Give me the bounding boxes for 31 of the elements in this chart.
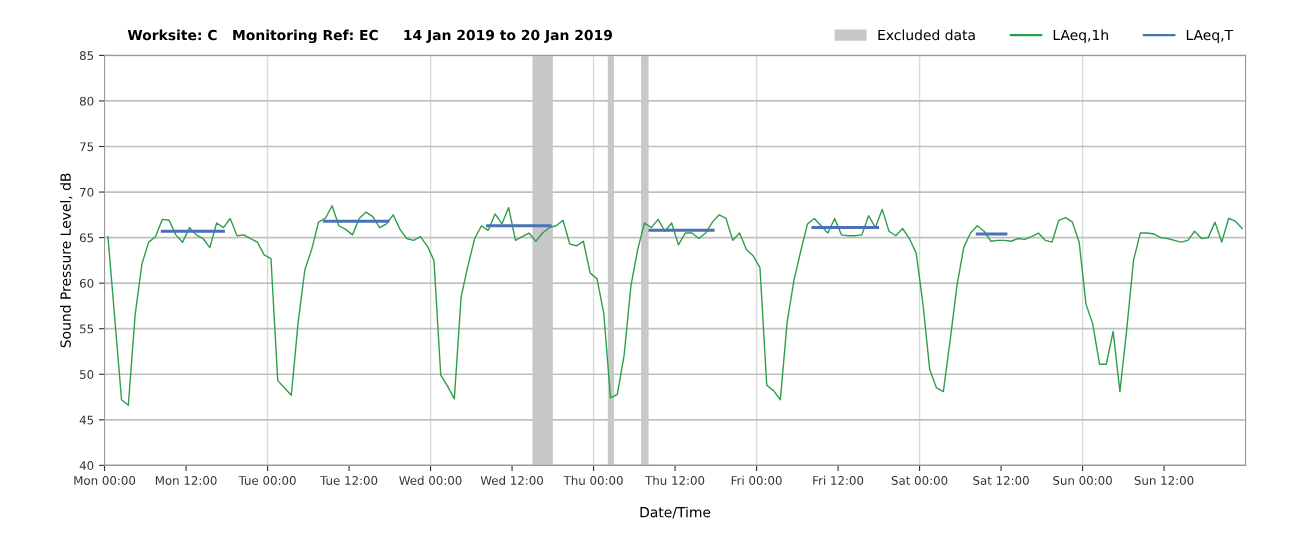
x-tick-label: Wed 12:00 — [480, 475, 544, 485]
y-tick-label: 55 — [80, 324, 94, 334]
legend-label: LAeq,1h — [1053, 29, 1108, 43]
x-tick-label: Sun 00:00 — [1053, 475, 1112, 485]
x-tick-label: Thu 00:00 — [563, 475, 623, 485]
y-axis-title: Sound Pressure Level, dB — [60, 173, 73, 348]
y-tick-label: 75 — [80, 142, 94, 152]
line-series — [107, 205, 1243, 406]
y-tick-label: 70 — [80, 187, 94, 197]
legend-label: LAeq,T — [1186, 29, 1234, 43]
x-tick-label: Tue 00:00 — [238, 475, 296, 485]
x-tick-label: Fri 12:00 — [813, 475, 864, 485]
x-tick-label: Sat 12:00 — [973, 475, 1029, 485]
x-tick-label: Wed 00:00 — [399, 475, 462, 485]
y-tick-label: 50 — [80, 369, 94, 379]
y-tick-label: 60 — [79, 278, 94, 288]
chart-title: Worksite: C Monitoring Ref: EC 14 Jan 2019 to 20 Jan 2019 — [127, 29, 612, 44]
x-tick-label: Tue 12:00 — [320, 475, 378, 485]
x-tick-label: Thu 12:00 — [645, 475, 705, 485]
y-tick-label: 80 — [79, 96, 94, 106]
x-tick-label: Sun 12:00 — [1134, 475, 1194, 485]
y-tick-label: 85 — [79, 51, 94, 61]
y-tick-label: 40 — [79, 461, 94, 471]
x-axis-title: Date/Time — [640, 506, 711, 519]
x-tick-label: Sat 00:00 — [891, 475, 948, 485]
y-tick-label: 45 — [79, 415, 94, 425]
y-tick-label: 65 — [79, 233, 94, 243]
legend-label: Excluded data — [878, 29, 975, 41]
x-tick-label: Mon 12:00 — [155, 475, 217, 485]
x-tick-label: Mon 00:00 — [74, 475, 136, 485]
x-tick-label: Fri 00:00 — [731, 475, 782, 485]
